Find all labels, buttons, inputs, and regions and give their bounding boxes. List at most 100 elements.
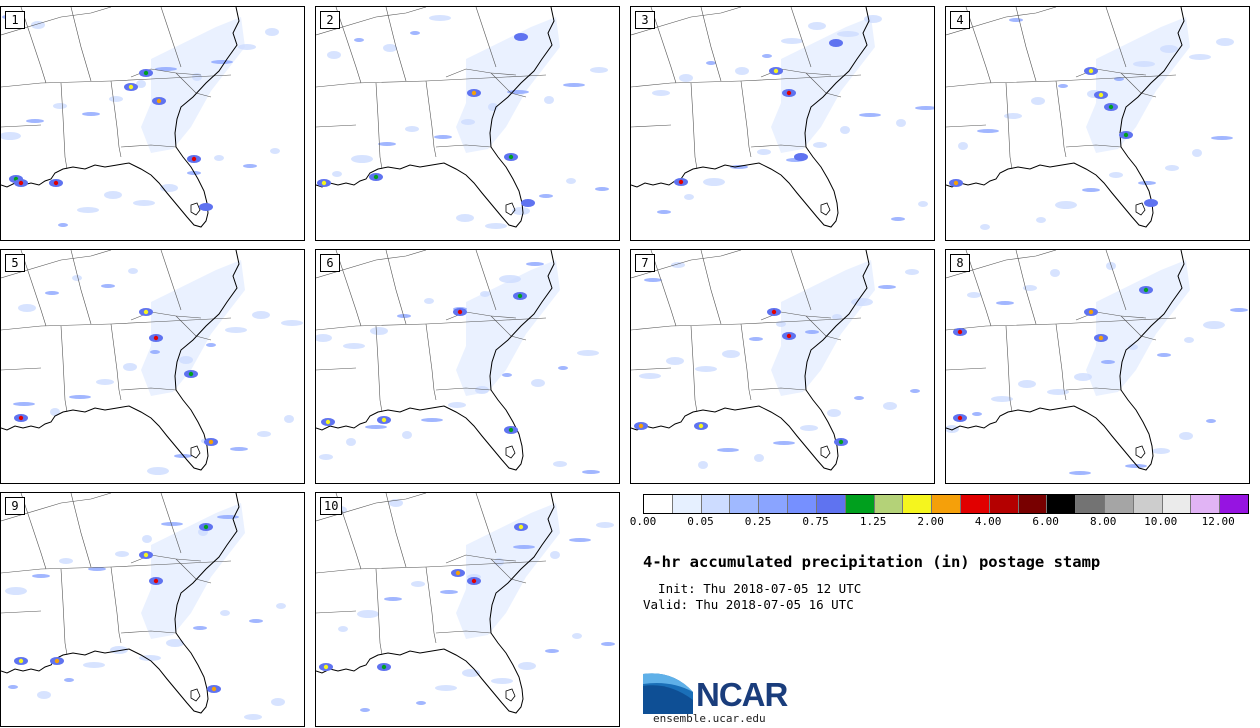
heavy-precipitation-core	[1088, 309, 1094, 315]
colorbar-label: 0.25	[744, 515, 772, 528]
panel-number: 8	[950, 254, 970, 272]
light-precipitation-cell	[657, 210, 671, 214]
light-precipitation-area	[456, 260, 560, 396]
state-border	[316, 367, 357, 371]
light-precipitation-cell	[749, 337, 763, 341]
state-border	[120, 630, 177, 634]
light-precipitation-cell	[354, 38, 364, 42]
light-precipitation-cell	[123, 363, 137, 371]
coastline	[946, 250, 1185, 471]
light-precipitation-cell	[1004, 113, 1022, 119]
colorbar-swatch	[989, 495, 1019, 513]
light-precipitation-cell	[13, 402, 35, 406]
light-precipitation-cell	[706, 61, 716, 65]
heavy-precipitation-core	[1098, 335, 1104, 341]
colorbar-label: 10.00	[1144, 515, 1178, 528]
heavy-precipitation-core	[18, 415, 24, 421]
light-precipitation-cell	[918, 201, 928, 207]
light-precipitation-cell	[58, 223, 68, 227]
light-precipitation-cell	[531, 379, 545, 387]
heavy-precipitation-core	[143, 70, 149, 76]
light-precipitation-cell	[133, 200, 155, 206]
precipitation-map	[946, 250, 1248, 475]
light-precipitation-cell	[601, 642, 615, 646]
heavy-precipitation-core	[381, 664, 387, 670]
ncar-logo-icon	[643, 673, 693, 714]
state-border	[445, 68, 517, 78]
state-border	[425, 80, 437, 158]
state-border	[650, 250, 677, 327]
light-precipitation-cell	[161, 522, 183, 526]
light-precipitation-area	[456, 503, 560, 639]
light-precipitation-cell	[1203, 321, 1225, 329]
light-precipitation-cell	[910, 389, 920, 393]
light-precipitation-cell	[773, 441, 795, 445]
light-precipitation-cell	[115, 551, 129, 557]
coastline	[946, 7, 1185, 228]
light-precipitation-cell	[1128, 344, 1138, 350]
state-border	[1005, 325, 1013, 413]
heavy-precipitation-core	[325, 419, 331, 425]
precipitation-map	[1, 493, 286, 720]
state-border	[631, 317, 862, 331]
state-border	[805, 72, 842, 98]
state-border	[425, 566, 437, 644]
state-border	[1, 7, 112, 36]
light-precipitation-cell	[526, 262, 544, 266]
heavy-precipitation-core	[373, 174, 379, 180]
light-precipitation-cell	[878, 285, 896, 289]
state-border	[60, 82, 68, 170]
heavy-precipitation-core	[203, 524, 209, 530]
precipitation-map	[316, 493, 615, 714]
heavy-precipitation-core	[678, 179, 684, 185]
heavy-precipitation-core	[508, 154, 514, 160]
state-border	[475, 7, 497, 68]
panel-number: 9	[5, 497, 25, 515]
state-border	[490, 558, 527, 584]
ensemble-member-panel-10: 10	[315, 492, 620, 727]
light-precipitation-cell	[64, 678, 74, 682]
heavy-precipitation-core	[143, 552, 149, 558]
light-precipitation-cell	[582, 470, 600, 474]
light-precipitation-cell	[217, 515, 239, 519]
colorbar-swatch	[672, 495, 702, 513]
state-border	[1075, 311, 1147, 321]
light-precipitation-cell	[840, 126, 850, 134]
light-precipitation-cell	[101, 284, 115, 288]
light-precipitation-cell	[977, 129, 999, 133]
light-precipitation-cell	[225, 327, 247, 333]
light-precipitation-cell	[319, 454, 333, 460]
state-border	[750, 144, 807, 148]
lake-outline	[820, 202, 831, 216]
state-border	[110, 80, 122, 158]
light-precipitation-cell	[499, 275, 521, 283]
light-precipitation-cell	[1133, 61, 1155, 67]
state-border	[1, 560, 232, 574]
light-precipitation-area	[141, 17, 245, 153]
coastline	[316, 7, 555, 228]
colorbar-label: 12.00	[1201, 515, 1235, 528]
light-precipitation-cell	[1069, 471, 1091, 475]
light-precipitation-cell	[281, 320, 303, 326]
state-border	[750, 387, 807, 391]
ensemble-member-panel-2: 2	[315, 6, 620, 241]
lake-outline	[505, 445, 516, 459]
light-precipitation-cell	[832, 314, 842, 320]
light-precipitation-cell	[590, 67, 608, 73]
ensemble-member-panel-9: 9	[0, 492, 305, 727]
light-precipitation-cell	[327, 51, 341, 59]
light-precipitation-cell	[596, 522, 614, 528]
light-precipitation-cell	[45, 291, 59, 295]
state-border	[110, 323, 122, 401]
light-precipitation-cell	[252, 311, 270, 319]
colorbar-label: 0.00	[629, 515, 657, 528]
heavy-precipitation-core	[518, 34, 524, 40]
light-precipitation-cell	[284, 415, 294, 423]
light-precipitation-cell	[72, 275, 82, 281]
state-border	[790, 250, 812, 311]
state-border	[70, 493, 92, 568]
light-precipitation-cell	[1211, 136, 1233, 140]
light-precipitation-cell	[946, 425, 959, 433]
state-border	[760, 311, 832, 321]
state-border	[160, 250, 182, 311]
